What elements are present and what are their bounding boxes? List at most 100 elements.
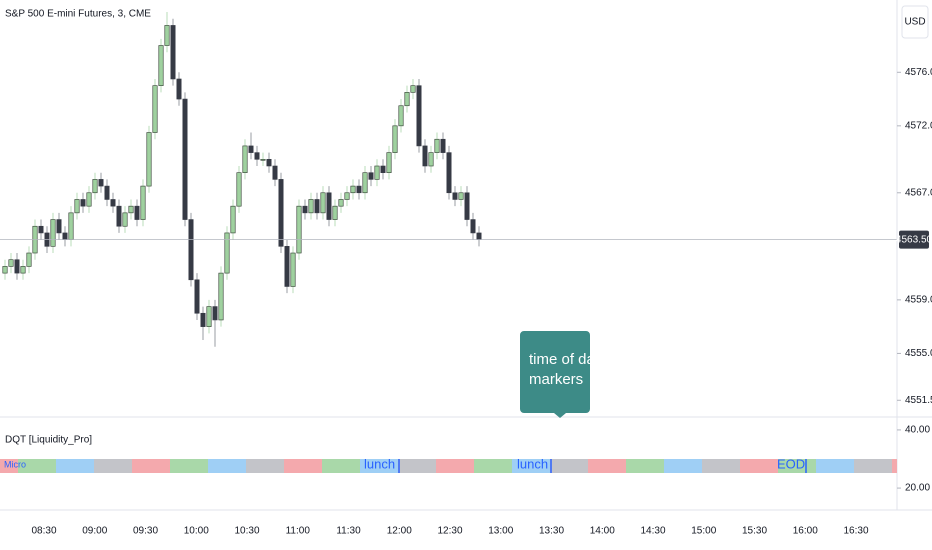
time-band [208,459,246,473]
candle-body [134,205,140,220]
candle-body [164,25,170,46]
x-tick-label: 15:00 [691,526,716,537]
candle-body [458,192,464,200]
chart-title: S&P 500 E-mini Futures, 3, CME [5,9,151,20]
candle-body [308,199,314,214]
time-band [0,459,18,473]
time-band [588,459,626,473]
candle-body [188,219,194,281]
candle-body [20,266,26,274]
candle-body [182,98,188,220]
candle-body [344,192,350,200]
y-tick-label: 4559.00 [905,295,932,306]
candle-body [428,152,434,167]
candle-body [122,212,128,227]
time-band [474,459,512,473]
time-marker: lunch [517,456,548,471]
time-band [550,459,588,473]
x-tick-label: 08:30 [31,526,56,537]
candle-body [422,145,428,167]
x-tick-label: 14:30 [640,526,665,537]
candle-body [374,165,380,180]
candle-body [470,219,476,234]
annotation: time of day markers [529,351,603,388]
candle-body [266,159,272,167]
last-price-box [899,230,929,249]
time-band [664,459,702,473]
candle-body [416,85,422,147]
candle-body [140,185,146,220]
candle-body [260,159,266,161]
x-tick-label: 12:30 [437,526,462,537]
x-tick-label: 11:30 [336,526,361,537]
candle-body [110,199,116,207]
y-tick-label: 4572.00 [905,120,932,131]
y-tick-label: 4576.00 [905,67,932,78]
x-tick-label: 10:30 [234,526,259,537]
time-band [702,459,740,473]
time-band [246,459,284,473]
candle-body [194,279,200,314]
candle-body [62,232,68,240]
candle-body [74,199,80,214]
time-band [626,459,664,473]
candle-body [8,259,14,267]
candle-body [302,205,308,214]
candle-body [104,185,110,200]
candle-body [356,185,362,194]
candle-body [446,152,452,194]
time-band [94,459,132,473]
currency: USD [904,17,925,28]
candle-body [212,306,218,321]
candle-body [350,185,356,194]
candle-body [332,205,338,220]
candle-body [2,266,8,274]
candle-body [92,179,98,194]
x-tick-label: 16:30 [843,526,868,537]
x-tick-label: 09:30 [133,526,158,537]
candle-body [386,152,392,173]
x-tick-label: 13:00 [488,526,513,537]
time-band [284,459,322,473]
x-tick-label: 13:30 [539,526,564,537]
candle-body [338,199,344,207]
candle-body [230,205,236,234]
candle-body [38,225,44,234]
candle-body [440,138,446,153]
x-tick-label: 16:00 [793,526,818,537]
candle-body [200,312,206,327]
candle-body [392,125,398,153]
candle-body [290,252,296,287]
candle-body [380,165,386,173]
candle-body [56,219,62,234]
time-band [18,459,56,473]
last-price-label: 4563.50 [896,234,932,245]
time-band [892,459,897,473]
candle-body [362,172,368,194]
candle-body [320,192,326,214]
y-tick-label: 4555.00 [905,348,932,359]
y-tick-label: 4551.50 [905,395,932,406]
candle-body [326,192,332,220]
annotation-box [520,331,590,418]
candle-body [248,145,254,153]
candle-body [404,92,410,107]
candle-body [284,246,290,287]
time-marker: EOD [777,456,805,471]
x-tick-label: 14:00 [590,526,615,537]
time-band [56,459,94,473]
x-tick-label: 11:00 [286,526,311,537]
indicator-y-tick-label: 40.00 [905,425,930,436]
candle-body [272,165,278,180]
candle-body [296,205,302,254]
time-band [512,459,550,473]
candle-body [26,252,32,267]
candle-body [14,259,20,274]
candle-body [410,85,416,93]
candle-body [176,78,182,100]
candle-body [368,172,374,180]
candle-body [398,105,404,127]
candle-body [242,145,248,173]
currency-box[interactable] [901,5,929,39]
